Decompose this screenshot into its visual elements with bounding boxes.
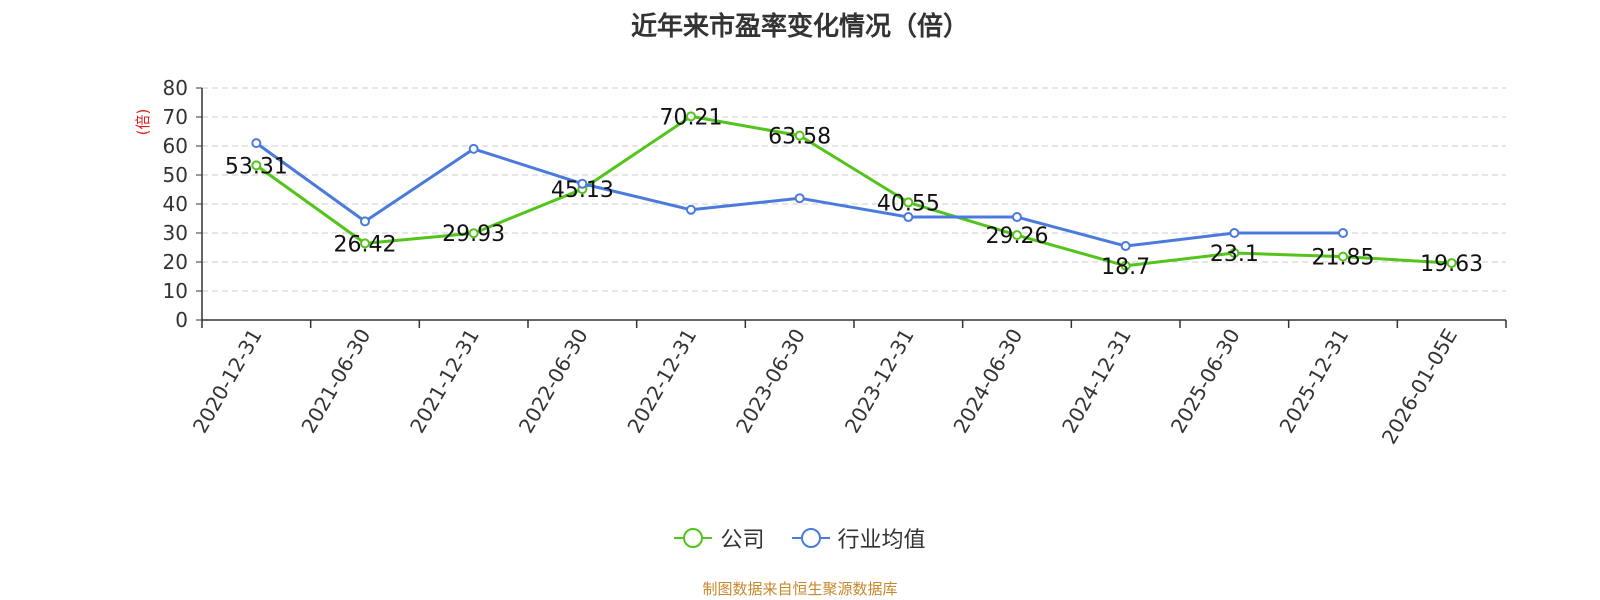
y-tick-label: 20 (163, 250, 188, 274)
company-point (686, 111, 696, 122)
company-data-label: 53.31 (225, 154, 288, 179)
industry-point (251, 138, 262, 149)
industry-point (468, 143, 479, 154)
grid-lines (202, 87, 1506, 292)
legend-item-company[interactable]: 公司 (674, 522, 765, 554)
x-tick-label: 2023-06-30 (731, 325, 810, 438)
data-labels: 53.31 26.42 29.93 45.13 70.21 63.58 40.55 29.26… (225, 105, 1483, 279)
series-lines (251, 111, 1457, 271)
legend-company-label: 公司 (720, 528, 765, 553)
industry-point (360, 216, 370, 227)
company-data-label: 29.26 (986, 224, 1049, 249)
y-tick-label: 0 (175, 308, 188, 332)
company-point (1446, 258, 1457, 269)
industry-point (686, 204, 696, 215)
chart-title: 近年来市盈率变化情况（倍） (630, 12, 969, 42)
y-tick-label: 30 (163, 221, 188, 245)
company-data-label: 29.93 (442, 222, 505, 247)
industry-point (1229, 228, 1240, 238)
legend: 公司 行业均值 (0, 522, 1600, 555)
x-tick-label: 2020-12-31 (188, 325, 267, 438)
x-tick-label: 2025-06-30 (1166, 325, 1245, 438)
company-point (794, 130, 805, 141)
company-point (1229, 248, 1240, 259)
industry-point (1012, 212, 1022, 223)
company-series-line (255, 114, 1452, 268)
y-axis-label: (倍) (134, 109, 152, 136)
y-tick-label: 50 (163, 163, 188, 187)
x-tick-label: 2022-12-31 (622, 325, 701, 438)
company-data-label: 23.1 (1210, 242, 1259, 267)
x-tick-label: 2026-01-05E (1377, 325, 1462, 449)
x-tick-label: 2021-06-30 (296, 325, 375, 438)
company-data-label: 21.85 (1312, 246, 1375, 271)
industry-point (903, 212, 914, 223)
company-point (360, 238, 370, 249)
company-point (251, 160, 262, 171)
company-data-label: 63.58 (768, 125, 831, 150)
company-point (1120, 260, 1131, 271)
industry-point (577, 178, 588, 189)
y-tick-label: 10 (163, 279, 188, 303)
x-tick-label: 2021-12-31 (405, 325, 484, 438)
y-tick-label: 40 (163, 192, 188, 216)
legend-industry-label: 行业均值 (837, 528, 926, 553)
x-tick-label: 2022-06-30 (514, 325, 593, 438)
company-data-label: 40.55 (877, 191, 940, 216)
legend-industry-marker-icon (791, 528, 830, 548)
x-tick-label: 2023-12-31 (840, 325, 919, 438)
x-tick-label: 2024-12-31 (1057, 325, 1136, 438)
legend-item-industry[interactable]: 行业均值 (791, 522, 926, 554)
company-data-label: 45.13 (551, 178, 614, 203)
company-data-label: 19.63 (1420, 252, 1483, 277)
y-tick-label: 60 (163, 134, 188, 158)
industry-point (794, 193, 805, 204)
y-tick-label: 80 (163, 76, 188, 100)
company-point (468, 228, 479, 239)
company-data-label: 26.42 (334, 232, 397, 257)
company-point (1012, 230, 1022, 241)
industry-point (1120, 241, 1131, 252)
y-tick-label: 70 (163, 105, 188, 129)
company-data-label: 70.21 (660, 105, 723, 130)
company-data-label: 18.7 (1101, 255, 1150, 280)
industry-point (1338, 228, 1348, 238)
x-tick-label: 2024-06-30 (948, 325, 1027, 438)
x-tick-label: 2025-12-31 (1274, 325, 1353, 438)
source-note: 制图数据来自恒生聚源数据库 (702, 580, 898, 598)
legend-company-marker-icon (674, 528, 713, 548)
company-point (903, 197, 914, 208)
company-point (1338, 251, 1348, 262)
